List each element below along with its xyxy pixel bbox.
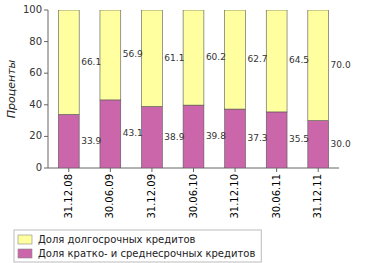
- bar: [142, 10, 163, 107]
- y-tick: [44, 41, 48, 42]
- data-label: 35.5: [289, 134, 309, 144]
- data-label: 64.5: [289, 55, 309, 65]
- bar: [225, 10, 246, 109]
- data-label: 38.9: [164, 132, 184, 142]
- data-labels: 33.9 43.1 38.9 39.8 37.3 35.5 30.0 66.1 56.9 61.1…: [81, 49, 351, 148]
- legend-swatch: [18, 249, 32, 258]
- bar: [225, 109, 246, 168]
- y-tick: [44, 73, 48, 74]
- x-tick-label: 31.12.10: [229, 174, 240, 219]
- x-tick: [110, 168, 111, 172]
- bar: [308, 10, 329, 121]
- bar: [58, 10, 79, 114]
- bar: [100, 100, 121, 168]
- y-tick-label: 60: [29, 67, 42, 78]
- legend-label: Доля кратко- и среднесрочных кредитов: [38, 248, 255, 259]
- x-tick-label: 30.06.11: [271, 174, 282, 219]
- y-tick-label: 100: [23, 4, 42, 15]
- bar: [266, 10, 287, 112]
- data-label: 56.9: [123, 49, 143, 59]
- bars: [58, 10, 328, 168]
- y-tick: [44, 168, 48, 169]
- data-label: 43.1: [123, 128, 143, 138]
- x-tick-label: 31.12.11: [312, 174, 323, 219]
- legend-label: Доля долгосрочных кредитов: [38, 234, 196, 245]
- bar: [142, 107, 163, 168]
- y-tick-label: 0: [36, 162, 42, 173]
- data-label: 70.0: [331, 60, 351, 70]
- y-tick-label: 20: [29, 130, 42, 141]
- y-tick: [44, 104, 48, 105]
- axes: 0 20 40 60 80 100 Проценты 31.12.08 30.06.09 31.1…: [5, 4, 339, 219]
- bar: [58, 114, 79, 168]
- legend-swatch: [18, 235, 32, 244]
- x-tick: [276, 168, 277, 172]
- bar: [100, 10, 121, 100]
- bar: [183, 105, 204, 168]
- y-tick: [44, 10, 48, 11]
- y-axis-label: Проценты: [5, 59, 18, 118]
- data-label: 60.2: [206, 52, 226, 62]
- data-label: 33.9: [81, 136, 101, 146]
- y-tick-label: 80: [29, 36, 42, 47]
- x-tick-label: 30.06.09: [104, 174, 115, 219]
- data-label: 62.7: [247, 54, 267, 64]
- data-label: 39.8: [206, 131, 226, 141]
- x-tick: [235, 168, 236, 172]
- x-tick: [68, 168, 69, 172]
- bar: [183, 10, 204, 105]
- y-tick: [44, 136, 48, 137]
- y-tick-label: 40: [29, 99, 42, 110]
- x-tick-label: 31.12.09: [146, 174, 157, 219]
- data-label: 37.3: [247, 133, 267, 143]
- bar: [266, 112, 287, 168]
- x-tick-label: 31.12.08: [63, 174, 74, 219]
- data-label: 66.1: [81, 57, 101, 67]
- legend: Доля долгосрочных кредитов Доля кратко- и…: [14, 230, 261, 262]
- x-tick-label: 30.06.10: [188, 174, 199, 219]
- data-label: 30.0: [331, 139, 351, 149]
- data-label: 61.1: [164, 53, 184, 63]
- bar: [308, 121, 329, 168]
- y-axis-line: [48, 10, 49, 168]
- x-tick: [151, 168, 152, 172]
- legend-frame: [14, 230, 261, 262]
- x-tick: [193, 168, 194, 172]
- chart: 0 20 40 60 80 100 Проценты 31.12.08 30.06.09 31.1…: [0, 0, 367, 263]
- x-tick: [318, 168, 319, 172]
